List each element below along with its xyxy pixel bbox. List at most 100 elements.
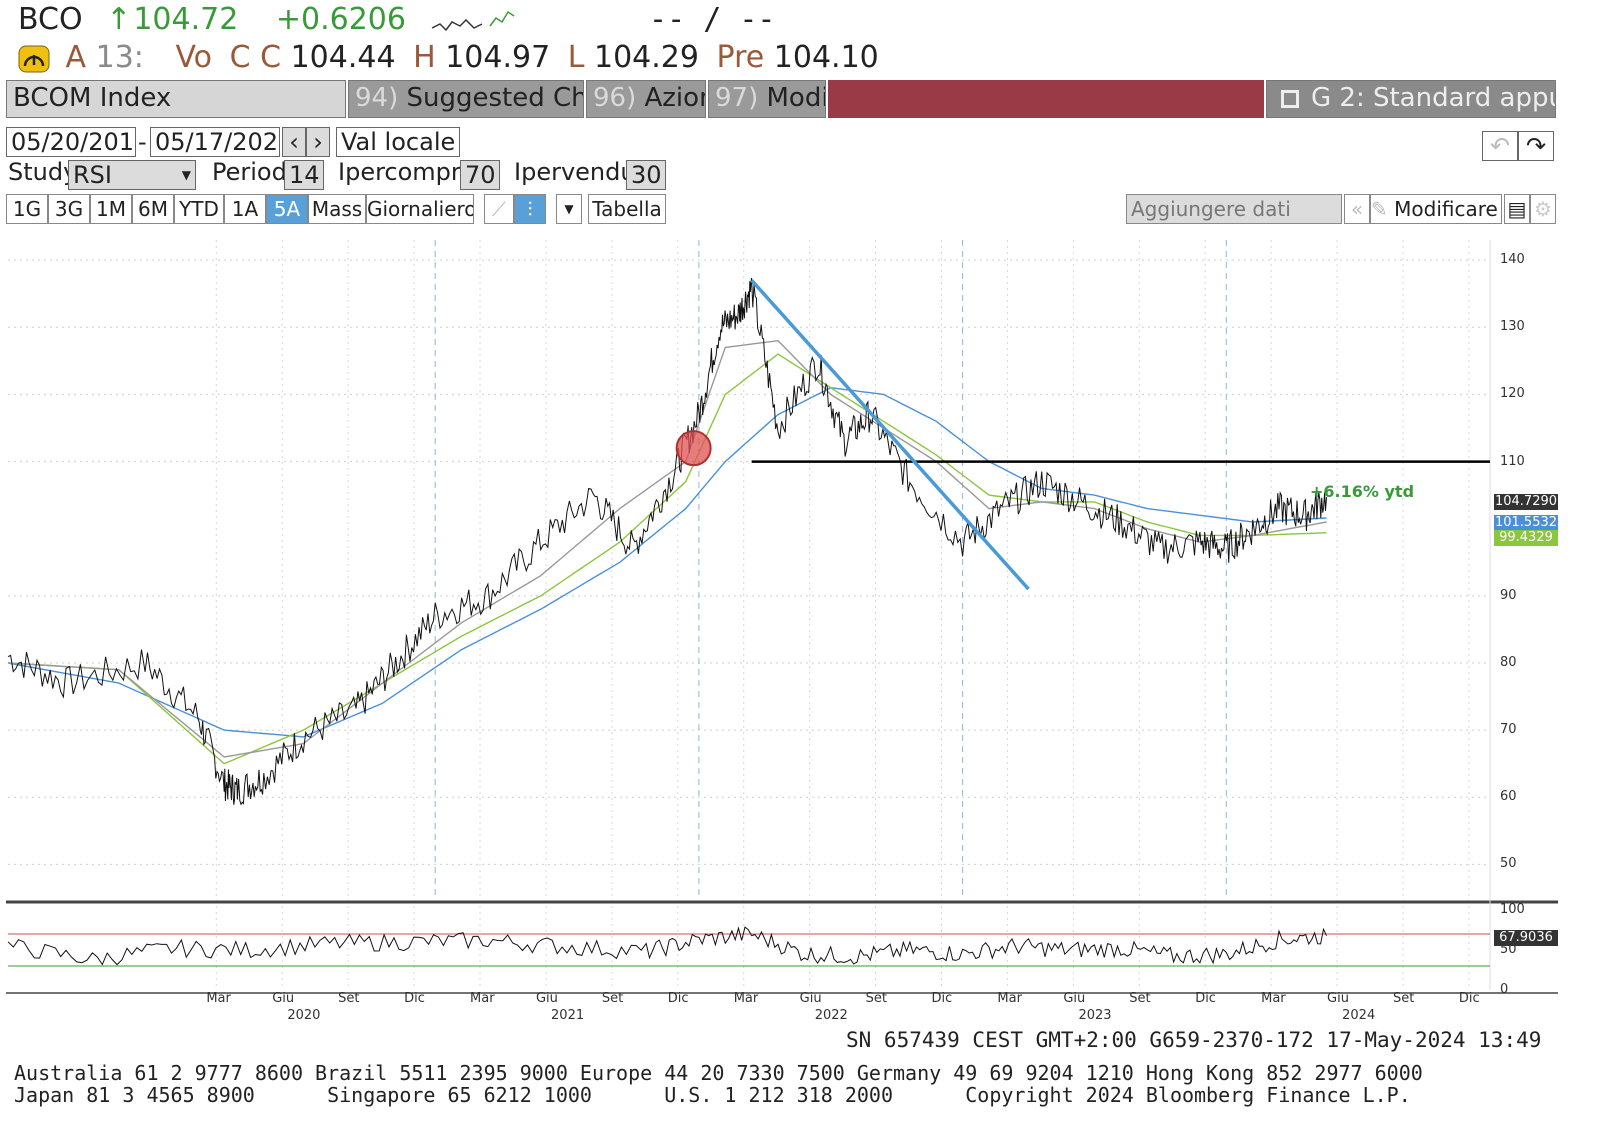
rsi-value-tag: 67.9036 xyxy=(1494,929,1558,946)
pencil-icon: ✎ xyxy=(1371,197,1388,221)
a-value: 13: xyxy=(95,40,144,75)
date-separator: - xyxy=(138,128,147,156)
period-max-button[interactable]: Mass xyxy=(308,194,366,224)
chart-grid xyxy=(6,240,1558,994)
study-select[interactable]: RSI ▼ xyxy=(68,160,196,190)
period-input[interactable]: 14 xyxy=(284,160,324,190)
x-tick-label: Giu xyxy=(535,991,558,1006)
chart-type-button[interactable]: ⟋ xyxy=(484,194,514,224)
rsi-line xyxy=(7,926,1327,966)
tab-number: 94) xyxy=(355,83,399,113)
chevron-left-icon: ‹ xyxy=(289,128,299,156)
open-window-icon[interactable] xyxy=(1281,89,1299,108)
period-3g-button[interactable]: 3G xyxy=(48,194,90,224)
x-tick-label: Dic xyxy=(667,991,689,1006)
x-tick-label: Giu xyxy=(1327,991,1349,1006)
x-year-label: 2024 xyxy=(1342,1008,1376,1023)
ytd-annotation: +6.16% ytd xyxy=(1310,482,1415,501)
period-5a-button[interactable]: 5A xyxy=(266,194,308,224)
x-tick-label: Dic xyxy=(404,991,425,1006)
modify-button[interactable]: ✎ Modificare ... xyxy=(1370,194,1502,224)
currency-value: Val locale xyxy=(341,128,456,156)
x-tick-label: Set xyxy=(1392,991,1415,1006)
prev-value: 104.10 xyxy=(773,40,879,75)
marker-circle xyxy=(675,430,712,467)
overbought-input[interactable]: 70 xyxy=(460,160,500,190)
chevron-right-icon: › xyxy=(313,128,323,156)
redo-icon: ↷ xyxy=(1525,132,1547,160)
tab-modif[interactable]: 97) Modif ▼ xyxy=(708,80,826,118)
undo-button[interactable]: ↶ xyxy=(1482,131,1518,161)
rsi-y-tick-label: 50 xyxy=(1500,942,1517,957)
x-tick-label: Giu xyxy=(272,991,295,1006)
prev-period-button[interactable]: ‹ xyxy=(282,127,306,157)
up-arrow-icon: ↑ xyxy=(106,2,132,37)
table-button[interactable]: Tabella xyxy=(588,194,666,224)
high-value: 104.97 xyxy=(445,40,551,75)
x-tick-label: Dic xyxy=(1195,991,1216,1006)
y-tick-label: 90 xyxy=(1500,587,1517,603)
x-year-label: 2022 xyxy=(814,1008,848,1023)
double-chevron-left-icon: « xyxy=(1350,197,1364,221)
x-tick-label: Mar xyxy=(470,991,495,1006)
ohlc-line: A 13: Vo C C 104.44 H 104.97 L 104.29 Pr… xyxy=(18,40,879,75)
value-tag: 99.4329 xyxy=(1494,530,1558,546)
collapse-button[interactable]: « xyxy=(1344,194,1370,224)
dropdown-arrow-icon: ▼ xyxy=(564,202,574,216)
tab-number: 96) xyxy=(593,83,637,113)
quote-line: BCO ↑104.72 +0.6206 -- / -- xyxy=(18,2,789,37)
tab-azioni[interactable]: 96) Azioni ▼ xyxy=(586,80,706,118)
add-data-input[interactable]: Aggiungere dati xyxy=(1126,194,1342,224)
y-tick-label: 130 xyxy=(1500,319,1525,335)
group-label: G 2: Standard appunti xyxy=(1311,83,1555,113)
x-year-label: 2021 xyxy=(551,1008,585,1023)
x-tick-label: Set xyxy=(1129,991,1151,1006)
period-ytd-button[interactable]: YTD xyxy=(174,194,224,224)
value-tag: 104.7290 xyxy=(1494,494,1558,510)
open-value: 104.44 xyxy=(290,40,396,75)
x-tick-label: Giu xyxy=(1063,991,1086,1006)
bar-chart-icon: ⫶ xyxy=(527,197,533,221)
prev-label: Pre xyxy=(716,40,765,75)
x-tick-label: Set xyxy=(338,991,360,1006)
rsi-y-tick-label: 100 xyxy=(1500,902,1525,917)
edit-button[interactable]: ▤ xyxy=(1504,194,1530,224)
study-value: RSI xyxy=(73,161,112,189)
end-date-field[interactable]: 05/17/2024▭ xyxy=(150,127,280,157)
x-year-label: 2020 xyxy=(287,1008,321,1023)
y-tick-label: 70 xyxy=(1500,722,1517,738)
x-tick-label: Mar xyxy=(1261,991,1286,1006)
contact-line-2: Japan 81 3 4565 8900 Singapore 65 6212 1… xyxy=(14,1083,1411,1107)
gauge-icon[interactable] xyxy=(18,44,50,74)
y-tick-label: 60 xyxy=(1500,789,1517,805)
last-price: ↑104.72 xyxy=(106,2,252,37)
period-6m-button[interactable]: 6M xyxy=(132,194,174,224)
period-1g-button[interactable]: 1G xyxy=(6,194,48,224)
x-tick-label: Set xyxy=(865,991,887,1006)
net-change: +0.6206 xyxy=(275,2,406,37)
x-tick-label: Dic xyxy=(1458,991,1480,1006)
period-1m-button[interactable]: 1M xyxy=(90,194,132,224)
undo-icon: ↶ xyxy=(1489,132,1511,160)
study-label: Study xyxy=(8,158,78,186)
frequency-select[interactable]: Giornaliero... xyxy=(366,194,474,224)
tab-label: Modif xyxy=(766,83,826,113)
currency-select[interactable]: Val locale▼ xyxy=(336,127,460,157)
low-label: L xyxy=(567,40,585,75)
open-prefix: C xyxy=(260,40,282,75)
status-line: SN 657439 CEST GMT+2:00 G659-2370-172 17… xyxy=(846,1028,1542,1052)
chart-type-dropdown[interactable]: ▼ xyxy=(556,194,582,224)
group-tab[interactable]: G 2: Standard appunti xyxy=(1266,80,1556,118)
next-period-button[interactable]: › xyxy=(306,127,330,157)
bar-chart-button[interactable]: ⫶ xyxy=(514,194,546,224)
tab-suggested-charts[interactable]: 94) Suggested Charts xyxy=(348,80,584,118)
series-line-ma-200 xyxy=(7,386,1327,738)
security-field[interactable]: BCOM Index xyxy=(6,80,346,118)
period-1a-button[interactable]: 1A xyxy=(224,194,266,224)
settings-button[interactable]: ⚙ xyxy=(1530,194,1556,224)
redo-button[interactable]: ↷ xyxy=(1518,131,1554,161)
time-placeholder: -- / -- xyxy=(649,2,776,37)
start-date-field[interactable]: 05/20/2019▭ xyxy=(6,127,136,157)
oversold-input[interactable]: 30 xyxy=(626,160,666,190)
